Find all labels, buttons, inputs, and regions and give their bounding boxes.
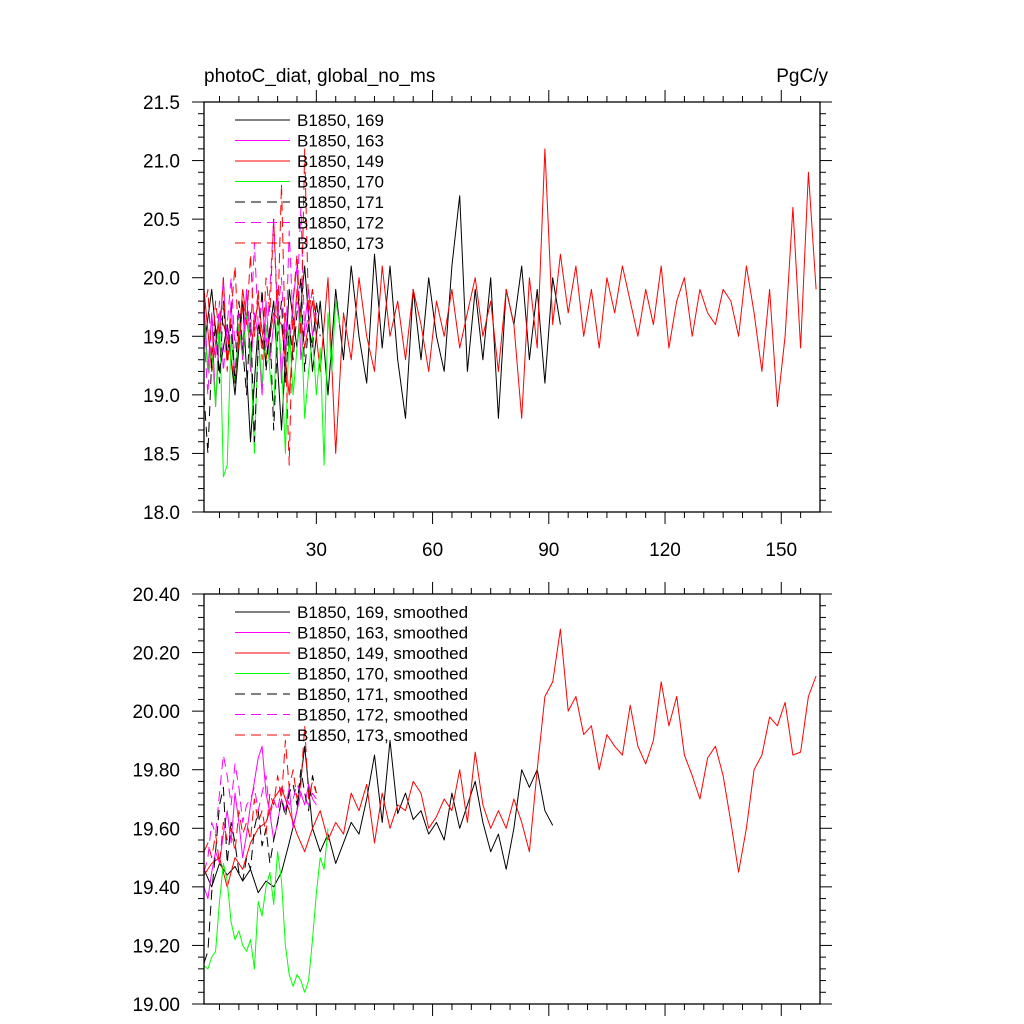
series-line-5 xyxy=(203,206,317,396)
series-line-4 xyxy=(203,769,317,964)
series-line-0 xyxy=(203,739,554,894)
series-line-6 xyxy=(203,725,317,864)
bottom-panel-series xyxy=(203,628,817,993)
legend-label: B1850, 170, smoothed xyxy=(297,665,468,684)
legend-label: B1850, 171 xyxy=(297,193,384,212)
y-tick-label: 20.40 xyxy=(132,585,180,606)
top-panel-series xyxy=(203,148,817,478)
legend-label: B1850, 149, smoothed xyxy=(297,644,468,663)
y-tick-label: 19.00 xyxy=(132,995,180,1016)
y-tick-label: 20.20 xyxy=(132,644,180,665)
series-line-1 xyxy=(203,745,317,900)
x-tick-label: 150 xyxy=(765,540,797,561)
series-line-0 xyxy=(203,195,561,443)
bottom-panel-frame xyxy=(203,593,821,1005)
legend-label: B1850, 170 xyxy=(297,173,384,192)
bottom-panel: 19.00 19.20 19.40 19.60 19.80 20.00 20.20 20.40… xyxy=(132,582,832,1016)
legend-label: B1850, 172 xyxy=(297,214,384,233)
series-line-2 xyxy=(203,628,817,888)
x-tick-label: 120 xyxy=(649,540,681,561)
series-line-2 xyxy=(203,148,817,454)
top-panel-units: PgC/y xyxy=(776,66,828,87)
y-tick-label: 19.20 xyxy=(132,936,180,957)
legend-label: B1850, 169 xyxy=(297,111,384,130)
y-tick-label: 19.80 xyxy=(132,761,180,782)
series-line-6 xyxy=(203,148,317,466)
y-tick-label: 20.00 xyxy=(132,702,180,723)
y-tick-label: 20.5 xyxy=(143,210,180,231)
y-tick-label: 19.40 xyxy=(132,878,180,899)
y-tick-label: 18.5 xyxy=(143,444,180,465)
series-line-3 xyxy=(203,300,341,478)
y-tick-label: 21.0 xyxy=(143,152,180,173)
legend-label: B1850, 163, smoothed xyxy=(297,624,468,643)
y-tick-label: 20.0 xyxy=(143,269,180,290)
legend-label: B1850, 173 xyxy=(297,234,384,253)
y-tick-label: 19.0 xyxy=(143,386,180,407)
y-tick-label: 21.5 xyxy=(143,93,180,114)
legend-label: B1850, 171, smoothed xyxy=(297,685,468,704)
legend-label: B1850, 163 xyxy=(297,132,384,151)
legend-label: B1850, 172, smoothed xyxy=(297,706,468,725)
top-panel-ticks: 30 60 90 120 150 18.0 18.5 19.0 19.5 20.0 20.5 21.0… xyxy=(143,90,832,561)
bottom-panel-legend: B1850, 169, smoothed B1850, 163, smoothed… xyxy=(235,603,468,745)
series-line-5 xyxy=(203,754,317,873)
x-tick-label: 60 xyxy=(422,540,443,561)
legend-label: B1850, 169, smoothed xyxy=(297,603,468,622)
x-tick-label: 30 xyxy=(306,540,327,561)
y-tick-label: 19.60 xyxy=(132,819,180,840)
top-panel: photoC_diat, global_no_ms PgC/y 30 60 90 12… xyxy=(143,66,832,561)
bottom-panel-ticks: 19.00 19.20 19.40 19.60 19.80 20.00 20.20 20.40 xyxy=(132,582,832,1016)
legend-label: B1850, 149 xyxy=(297,152,384,171)
series-line-4 xyxy=(203,277,321,454)
x-tick-label: 90 xyxy=(538,540,559,561)
legend-label: B1850, 173, smoothed xyxy=(297,726,468,745)
top-panel-title: photoC_diat, global_no_ms xyxy=(204,66,435,87)
top-panel-frame xyxy=(203,101,821,513)
y-tick-label: 18.0 xyxy=(143,503,180,524)
y-tick-label: 19.5 xyxy=(143,327,180,348)
series-line-3 xyxy=(203,828,329,993)
